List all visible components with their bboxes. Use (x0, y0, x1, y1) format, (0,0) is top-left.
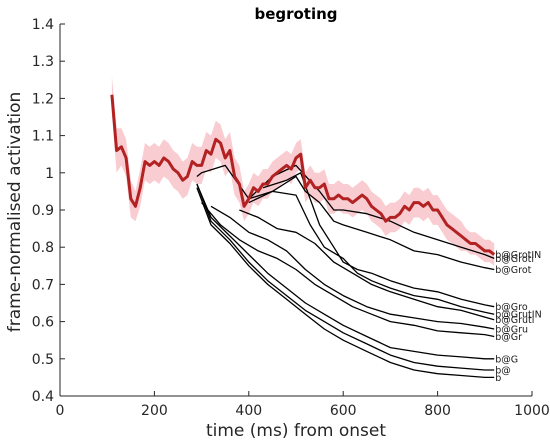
series-line-b@ (196, 183, 495, 371)
y-tick-label-0.7: 0.7 (32, 277, 54, 293)
series-line-b@GrutIN (248, 190, 495, 315)
series-line-b@G (196, 183, 495, 360)
y-tick-label-0.5: 0.5 (32, 352, 54, 368)
y-tick-label-0.9: 0.9 (32, 203, 54, 219)
x-axis-label: time (ms) from onset (206, 421, 386, 441)
end-label-b@: b@ (495, 365, 511, 376)
y-tick-label-1.3: 1.3 (32, 54, 54, 70)
end-label-b@GrutIN: b@GrutIN (495, 310, 541, 321)
x-tick-label-200: 200 (141, 403, 168, 419)
series-line-b (196, 187, 495, 379)
end-label-b@Gr: b@Gr (495, 332, 522, 343)
x-tick-label-1000: 1000 (514, 403, 550, 419)
target-line-layer (110, 94, 496, 256)
x-tick-label-400: 400 (235, 403, 262, 419)
y-axis-label: frame-normalised activation (5, 92, 25, 333)
series-line-b@Gruti (239, 209, 495, 321)
end-label-b: b (495, 373, 501, 384)
x-tick-label-0: 0 (56, 403, 65, 419)
y-tick-label-1: 1 (45, 166, 54, 182)
target-line (110, 94, 496, 256)
series-line-b@Gru (210, 205, 495, 330)
end-label-b@G: b@G (495, 354, 518, 365)
y-tick-label-1.2: 1.2 (32, 91, 54, 107)
end-label-b@Gru: b@Gru (495, 325, 528, 336)
end-label-b@Grot: b@Grot (495, 265, 531, 276)
end-label-b@Groti: b@Groti (495, 254, 534, 265)
series-line-b@Grot (248, 175, 495, 271)
x-tick-label-800: 800 (424, 403, 451, 419)
end-label-b@Gro: b@Gro (495, 302, 528, 313)
competitor-lines-layer (196, 164, 495, 379)
y-tick-label-1.1: 1.1 (32, 129, 54, 145)
y-tick-label-0.4: 0.4 (32, 389, 54, 405)
y-tick-label-0.8: 0.8 (32, 240, 54, 256)
series-line-b@Gr (201, 202, 495, 338)
axes (59, 23, 533, 397)
y-tick-label-1.4: 1.4 (32, 17, 54, 33)
end-label-b@GrotIN: b@GrotIN (495, 250, 541, 261)
y-tick-label-0.6: 0.6 (32, 315, 54, 331)
tick-labels: 0 200 400 600 800 1000 0.4 0.5 0.6 0.7 0.8 0.9 1 1.1 1… (32, 17, 550, 419)
chart-title: begroting (254, 5, 337, 23)
x-tick-label-600: 600 (330, 403, 357, 419)
end-label-b@Gruti: b@Gruti (495, 315, 534, 326)
